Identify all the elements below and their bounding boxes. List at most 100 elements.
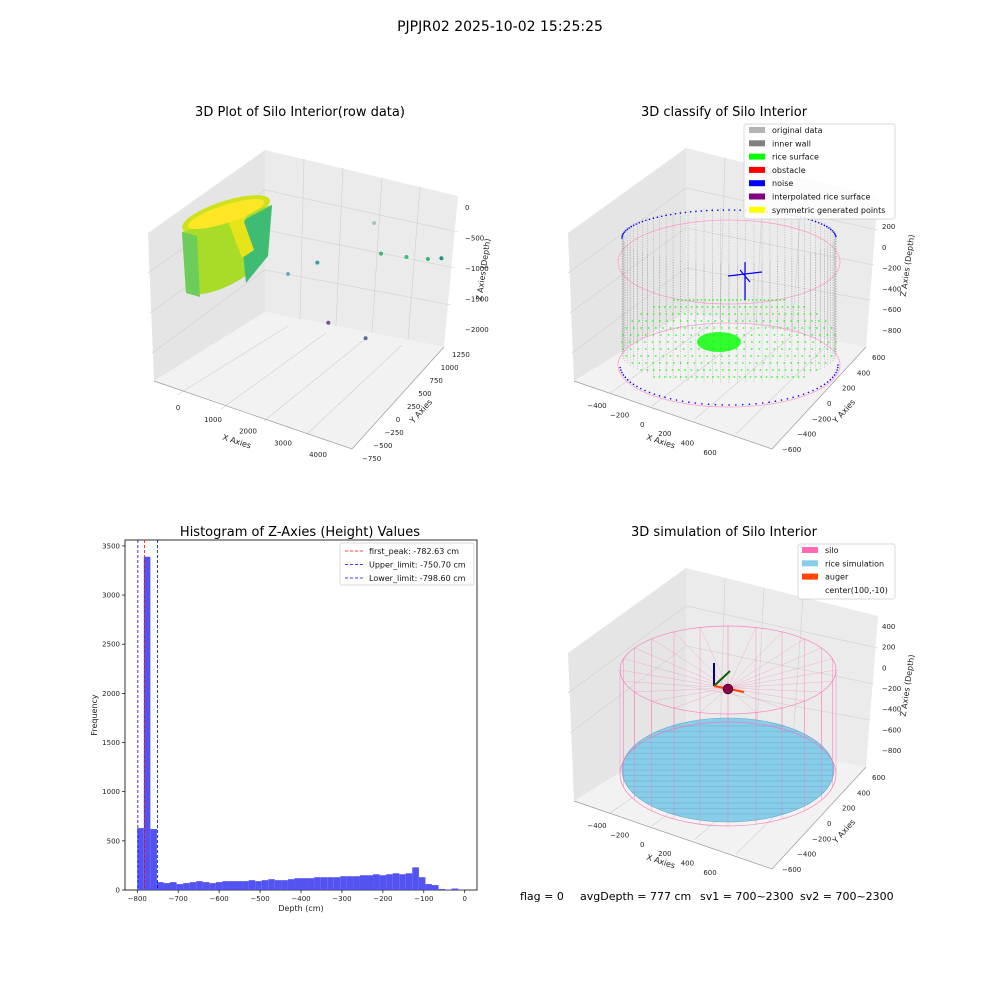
noise-point (836, 369, 838, 371)
simulation-y-tick-label: −200 (812, 835, 831, 843)
rice-surface-point (750, 327, 752, 329)
rice-surface-point (703, 369, 705, 371)
rice-surface-point (748, 320, 751, 322)
histogram-x-tick-label: −800 (128, 895, 147, 903)
classify-y-tick-label: −200 (812, 415, 831, 423)
noise-point (722, 209, 725, 211)
raw-3d-ylabel: Y Axies (407, 398, 434, 426)
rice-surface-point (676, 327, 679, 329)
rice-surface-point (679, 320, 682, 322)
rice-surface-point (742, 327, 745, 329)
histogram-bar (137, 828, 144, 890)
rice-surface-point (707, 320, 710, 322)
rice-surface-point (674, 341, 677, 343)
histogram-xlabel: Depth (cm) (278, 904, 323, 913)
histogram-bar (228, 881, 236, 890)
rice-surface-point (686, 362, 689, 364)
rice-surface-point (712, 376, 714, 378)
rice-surface-point (652, 313, 655, 315)
histogram-bar (255, 881, 262, 890)
noise-point (829, 228, 832, 231)
rice-surface-point (708, 299, 711, 301)
noise-point (629, 381, 632, 383)
noise-point (653, 393, 656, 395)
noise-point (820, 385, 822, 388)
rice-surface-point (696, 376, 698, 378)
histogram-legend-label: first_peak: -782.63 cm (369, 547, 459, 556)
noise-point (823, 224, 826, 227)
noise-point (684, 211, 687, 214)
histogram-bar (215, 882, 223, 890)
rice-surface-point (770, 306, 773, 308)
classify-x-tick-label: 600 (703, 449, 716, 457)
histogram-bar (287, 879, 295, 890)
noise-point (626, 228, 629, 231)
rice-surface-point (720, 299, 723, 301)
raw-outlier-point (326, 320, 331, 325)
rice-surface-point (631, 320, 634, 322)
classify-x-tick-label: 0 (640, 421, 644, 429)
noise-point (733, 209, 736, 211)
noise-point (835, 235, 837, 238)
classify-z-tick-label: −800 (882, 327, 901, 335)
rice-surface-point (669, 376, 672, 378)
raw-3d-y-ticks: −750 −500 −250 0 250 500 750 1000 1250 (362, 351, 470, 463)
noise-point (622, 232, 625, 235)
raw-outlier-point (315, 260, 320, 265)
noise-point (811, 219, 813, 222)
rice-surface-point (644, 341, 646, 343)
histogram-bar (222, 881, 229, 890)
noise-point (621, 235, 623, 238)
noise-point (635, 223, 638, 225)
rice-surface-point (765, 369, 768, 371)
rice-surface-point (797, 376, 800, 378)
rice-surface-point (698, 355, 701, 357)
rice-surface-point (663, 306, 666, 308)
silo-roof-line (623, 681, 729, 689)
raw-3d-outliers (286, 221, 444, 341)
histogram-bar (386, 874, 393, 890)
rice-surface-point (720, 327, 723, 329)
rice-surface-point (818, 334, 821, 336)
rice-surface-point (740, 369, 743, 371)
rice-surface-point (776, 320, 779, 322)
rice-surface-point (637, 334, 640, 336)
rice-surface-point (659, 313, 661, 315)
raw-outlier-point (404, 254, 409, 259)
rice-surface-point (735, 362, 737, 364)
rice-surface-point (754, 306, 757, 308)
classify-3d-legend: original data inner wall rice surface obsta… (743, 123, 896, 220)
histogram-y-tick-label: 1000 (102, 788, 120, 796)
noise-point (658, 395, 661, 397)
classify-legend-label: symmetric generated points (772, 206, 885, 215)
noise-point (675, 399, 678, 401)
rice-surface-point (709, 313, 712, 315)
raw-x-tick-label: 2000 (239, 428, 257, 436)
rice-surface-point (684, 355, 686, 357)
rice-surface-point (781, 334, 783, 336)
noise-point (717, 209, 719, 211)
rice-surface-point (644, 348, 647, 350)
noise-point (648, 391, 651, 394)
histogram-y-tick-label: 3500 (102, 542, 120, 550)
rice-surface-point (735, 299, 738, 301)
rice-surface-point (721, 369, 724, 371)
rice-surface-point (647, 355, 650, 357)
rice-surface-point (684, 299, 687, 301)
noise-point (820, 223, 823, 225)
histogram-bar (340, 876, 347, 890)
silo-roof-line (699, 687, 729, 713)
histogram-y-tick-label: 500 (107, 837, 120, 845)
simulation-y-tick-label: 200 (842, 805, 855, 813)
rice-surface-point (645, 320, 648, 322)
histogram-x-tick-label: −600 (210, 895, 229, 903)
histogram-x-ticks: −800 −700 −600 −500 −400 −300 −200 −100 0 (128, 890, 467, 903)
rice-surface-point (755, 299, 758, 301)
rice-surface-point (826, 348, 829, 350)
rice-surface-point (781, 306, 784, 308)
rice-surface-point (665, 320, 668, 322)
rice-surface-point (743, 341, 746, 343)
rice-surface-point (815, 369, 818, 371)
noise-point (681, 400, 684, 402)
noise-point (711, 209, 714, 212)
